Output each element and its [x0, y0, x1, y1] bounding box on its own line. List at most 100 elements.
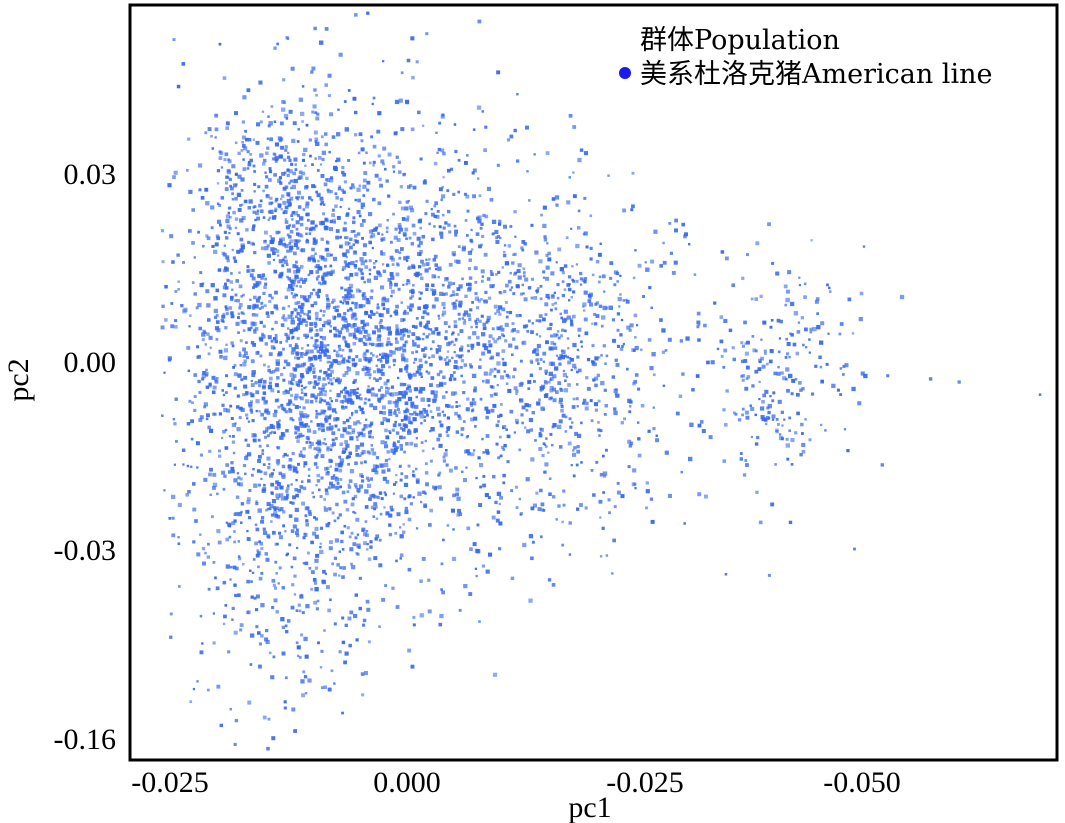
data-point [299, 410, 304, 416]
data-point [384, 390, 390, 395]
data-point [722, 365, 726, 369]
data-point [261, 452, 264, 456]
data-point [353, 379, 357, 383]
data-point [454, 411, 458, 416]
data-point [355, 260, 358, 263]
data-point [410, 664, 415, 669]
data-point [567, 383, 571, 387]
data-point [204, 131, 208, 135]
data-point [329, 414, 332, 418]
data-point [238, 406, 242, 410]
y-tick-label: -0.16 [54, 723, 117, 756]
data-point [425, 199, 429, 203]
data-point [419, 372, 423, 376]
data-point [408, 494, 412, 498]
data-point [389, 349, 393, 354]
data-point [331, 301, 334, 304]
data-point [333, 622, 337, 626]
data-point [245, 137, 249, 142]
data-point [481, 275, 485, 278]
data-point [413, 428, 418, 433]
data-point [276, 497, 280, 500]
data-point [330, 176, 334, 180]
data-point [859, 291, 864, 296]
data-point [681, 372, 685, 376]
data-point [294, 405, 299, 409]
data-point [448, 359, 451, 363]
data-point [816, 312, 819, 315]
data-point [300, 384, 303, 387]
data-point [246, 265, 250, 269]
data-point [957, 380, 961, 384]
data-point [352, 216, 356, 220]
data-point [342, 357, 346, 361]
data-point [489, 368, 494, 373]
data-point [319, 526, 324, 530]
data-point [595, 260, 600, 264]
data-point [597, 399, 601, 403]
data-point [304, 298, 308, 302]
data-point [292, 121, 297, 126]
data-point [484, 125, 488, 129]
data-point [759, 294, 763, 298]
data-point [257, 438, 261, 442]
data-point [368, 451, 372, 455]
data-point [467, 267, 472, 271]
data-point [247, 420, 251, 423]
data-point [292, 329, 295, 333]
data-point [528, 199, 531, 202]
data-point [228, 435, 232, 438]
data-point [421, 124, 425, 127]
data-point [343, 524, 347, 528]
data-point [358, 184, 362, 188]
data-point [329, 465, 332, 468]
data-point [301, 120, 304, 123]
data-point [270, 240, 275, 244]
data-point [363, 323, 367, 327]
data-point [794, 431, 798, 435]
data-point [570, 368, 573, 372]
data-point [527, 286, 532, 290]
data-point [557, 381, 562, 385]
data-point [304, 185, 309, 190]
data-point [395, 331, 400, 336]
data-point [820, 321, 825, 326]
data-point [391, 257, 395, 262]
data-point [545, 437, 548, 440]
data-point [795, 351, 800, 356]
data-point [594, 383, 598, 388]
data-point [288, 467, 292, 471]
data-point [585, 401, 589, 406]
data-point [337, 305, 340, 308]
data-point [629, 405, 632, 408]
data-point [295, 381, 300, 386]
data-point [360, 147, 365, 152]
data-point [436, 372, 441, 377]
data-point [294, 507, 299, 512]
data-point [227, 383, 232, 388]
data-point [357, 434, 361, 437]
data-point [314, 355, 318, 358]
data-point [431, 415, 435, 419]
data-point [509, 134, 514, 139]
data-point [320, 174, 325, 178]
data-point [379, 512, 383, 516]
data-point [847, 297, 852, 302]
data-point [221, 314, 226, 319]
data-point [608, 305, 613, 310]
data-point [335, 196, 339, 200]
data-point [756, 435, 760, 440]
data-point [530, 457, 535, 462]
data-point [315, 412, 319, 416]
data-point [399, 443, 403, 448]
data-point [542, 205, 547, 210]
data-point [466, 234, 469, 237]
data-point [271, 578, 276, 583]
data-point [404, 358, 409, 363]
data-point [497, 420, 500, 423]
data-point [347, 89, 351, 92]
data-point [262, 391, 267, 395]
data-point [340, 354, 343, 358]
data-point [329, 112, 334, 117]
data-point [381, 405, 386, 410]
